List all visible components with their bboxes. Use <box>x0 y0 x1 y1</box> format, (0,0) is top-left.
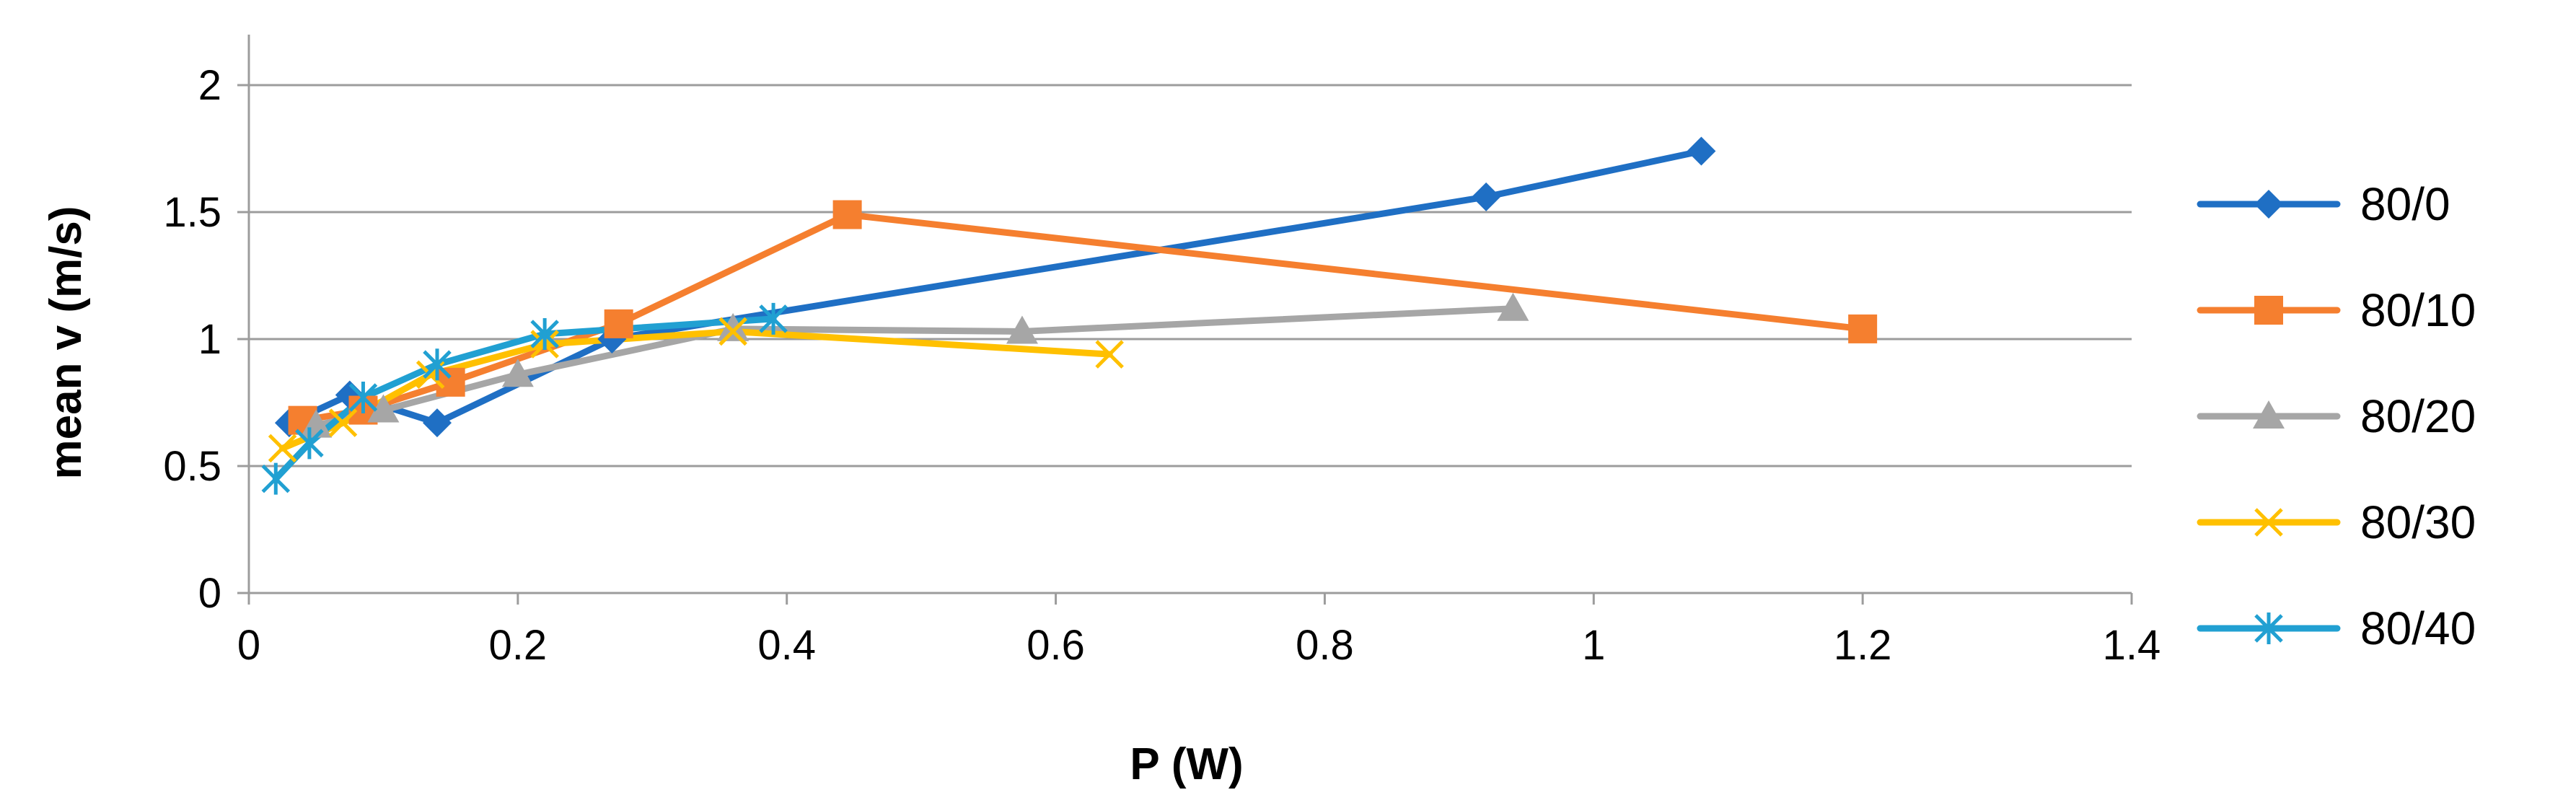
y-axis-title: mean v (m/s) <box>41 206 91 479</box>
x-tick-label: 0.2 <box>489 622 548 669</box>
data-point-80-10 <box>1848 314 1878 343</box>
legend: 80/0 80/10 80/20 80/30 80/40 <box>2197 178 2476 654</box>
series-line-80-30 <box>279 328 1113 452</box>
x-tick-label: 1.2 <box>1834 622 1892 669</box>
axes <box>237 35 2133 605</box>
data-point-80-40 <box>348 381 378 413</box>
data-point-80-10 <box>604 309 633 338</box>
y-tick-label: 1 <box>198 316 221 363</box>
x-tick-label: 1.4 <box>2103 622 2161 669</box>
data-point-80-0 <box>423 408 452 438</box>
gridlines <box>249 84 2132 467</box>
x-tick-labels: 0 0.2 0.4 0.6 0.8 1 1.2 1.4 <box>237 622 2160 669</box>
data-point-80-30 <box>718 317 747 346</box>
y-tick-label: 1.5 <box>163 189 221 236</box>
series-markers <box>261 136 1878 495</box>
x-tick-label: 0 <box>237 622 260 669</box>
legend-marker-80-40 <box>2254 612 2283 644</box>
legend-label-80-0: 80/0 <box>2360 178 2450 230</box>
y-tick-label: 0 <box>198 570 221 617</box>
data-point-80-0 <box>1687 136 1716 166</box>
x-tick-label: 0.6 <box>1027 622 1085 669</box>
legend-label-80-10: 80/10 <box>2360 284 2476 336</box>
data-point-80-0 <box>1472 182 1501 211</box>
series-lines <box>272 148 1866 483</box>
legend-label-80-40: 80/40 <box>2360 602 2476 654</box>
legend-marker-80-10 <box>2254 296 2283 325</box>
data-point-80-10 <box>832 200 862 229</box>
x-tick-label: 0.4 <box>757 622 816 669</box>
data-point-80-40 <box>295 427 324 460</box>
data-point-80-40 <box>423 348 452 381</box>
data-point-80-20 <box>717 312 749 341</box>
legend-marker-80-0 <box>2254 190 2283 219</box>
legend-marker-80-30 <box>2254 508 2283 537</box>
x-tick-label: 0.8 <box>1296 622 1354 669</box>
data-point-80-20 <box>1497 292 1529 321</box>
data-point-80-20 <box>1006 315 1038 344</box>
x-tick-label: 1 <box>1582 622 1605 669</box>
legend-marker-80-20 <box>2253 400 2285 429</box>
data-point-80-40 <box>530 317 559 350</box>
data-point-80-30 <box>268 434 297 463</box>
data-point-80-20 <box>367 394 400 423</box>
y-tick-labels: 0 0.5 1 1.5 2 <box>163 62 221 617</box>
series-line-80-10 <box>299 211 1866 424</box>
data-point-80-20 <box>501 359 534 387</box>
legend-label-80-20: 80/20 <box>2360 390 2476 442</box>
y-tick-label: 2 <box>198 62 221 109</box>
y-tick-label: 0.5 <box>163 443 221 490</box>
data-point-80-10 <box>436 367 465 397</box>
data-point-80-30 <box>328 408 358 437</box>
x-axis-title: P (W) <box>1130 739 1243 789</box>
data-point-80-40 <box>759 302 788 335</box>
data-point-80-30 <box>1095 340 1124 369</box>
legend-label-80-30: 80/30 <box>2360 496 2476 548</box>
data-point-80-40 <box>261 462 291 495</box>
